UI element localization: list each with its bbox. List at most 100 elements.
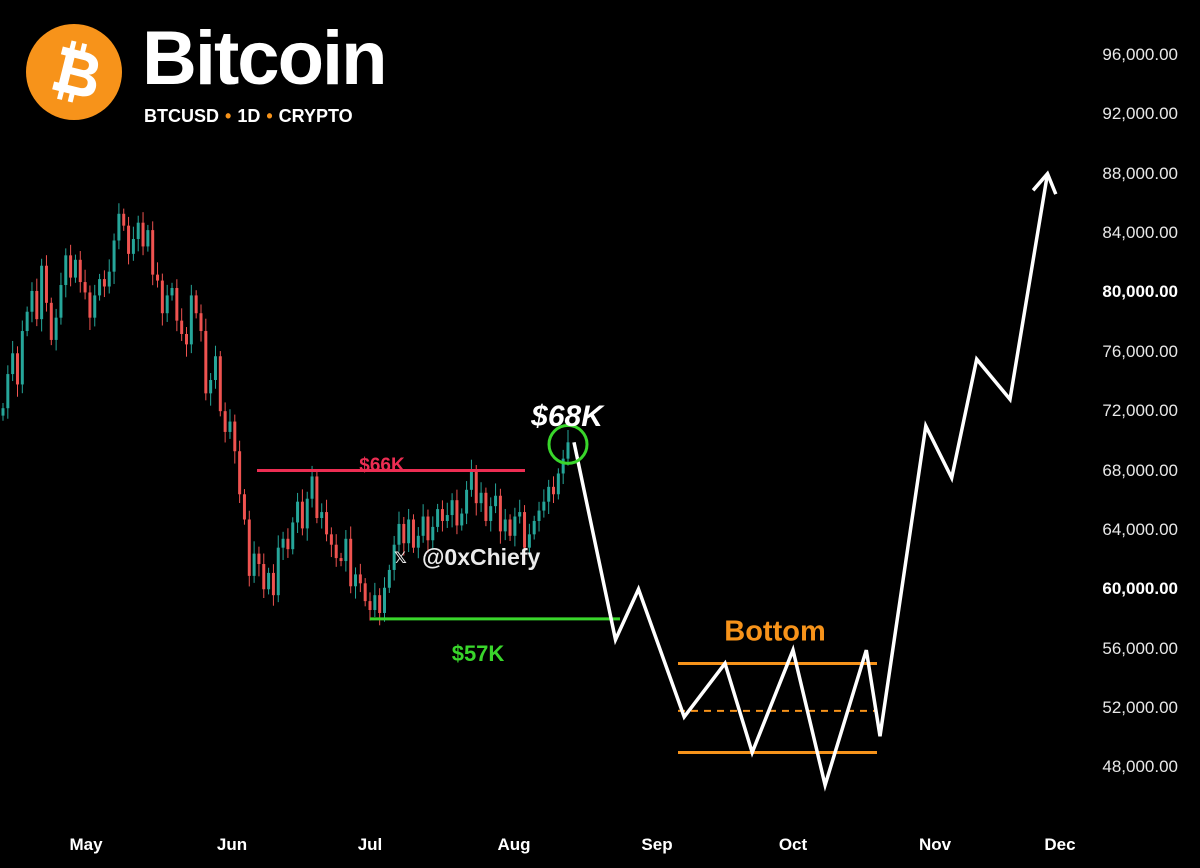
- y-tick-label: 64,000.00: [1102, 519, 1178, 539]
- candle-body: [484, 492, 488, 521]
- candle-body: [489, 506, 493, 521]
- candle-body: [344, 538, 348, 562]
- candle-body: [426, 516, 430, 541]
- candle-body: [368, 601, 372, 611]
- y-tick-label: 80,000.00: [1102, 282, 1178, 302]
- candle-body: [300, 501, 304, 529]
- candle-body: [329, 534, 333, 545]
- candle-body: [450, 500, 454, 516]
- candle-body: [315, 476, 319, 519]
- candle-body: [20, 331, 24, 385]
- candle-body: [440, 509, 444, 521]
- candle-body: [233, 421, 237, 452]
- candle-body: [257, 553, 261, 565]
- candle-body: [156, 274, 160, 281]
- candle-body: [213, 356, 217, 380]
- peak-circle: [547, 423, 589, 465]
- candle-body: [107, 271, 111, 287]
- candle-body: [49, 302, 53, 340]
- x-tick-label: Nov: [918, 835, 952, 854]
- candle-body: [35, 290, 39, 320]
- y-tick-label: 56,000.00: [1102, 638, 1178, 658]
- separator-dot-icon: •: [266, 106, 273, 126]
- candle-body: [83, 282, 87, 293]
- x-tick-label: Jul: [357, 835, 383, 854]
- candle-body: [69, 255, 73, 278]
- candle-body: [151, 230, 155, 275]
- candle-body: [513, 516, 517, 536]
- candle-body: [165, 295, 169, 314]
- candle-body: [349, 538, 353, 587]
- y-tick-label: 96,000.00: [1102, 45, 1178, 64]
- candle-body: [334, 544, 338, 559]
- x-tick-label: Jun: [216, 835, 248, 854]
- candle-body: [146, 230, 150, 247]
- candle-body: [141, 222, 145, 247]
- candle-body: [88, 292, 92, 318]
- candle-body: [228, 421, 232, 432]
- y-tick-label: 48,000.00: [1102, 757, 1178, 777]
- candle-body: [387, 569, 391, 588]
- candle-body: [397, 523, 401, 545]
- candle-body: [402, 523, 406, 544]
- candle-body: [455, 500, 459, 526]
- x-logo-icon: 𝕏: [394, 549, 407, 567]
- y-tick-label: 88,000.00: [1102, 163, 1178, 183]
- candle-body: [25, 311, 29, 332]
- candle-body: [40, 265, 44, 320]
- candle-body: [262, 564, 266, 590]
- market-label: CRYPTO: [278, 106, 353, 126]
- candle-body: [281, 538, 285, 548]
- candle-body: [320, 512, 324, 519]
- candle-body: [15, 353, 19, 385]
- candle-body: [189, 295, 193, 345]
- candle-body: [247, 519, 251, 576]
- x-tick-label: Dec: [1044, 835, 1076, 854]
- brand-title: Bitcoin: [142, 16, 388, 101]
- x-tick-label: May: [69, 835, 103, 854]
- candle-body: [358, 574, 362, 584]
- candle-body: [325, 512, 329, 535]
- candle-body: [93, 295, 97, 318]
- candle-body: [286, 538, 290, 550]
- y-tick-label: 92,000.00: [1102, 104, 1178, 124]
- candle-body: [271, 572, 275, 596]
- candle-body: [421, 516, 425, 536]
- candle-body: [508, 519, 512, 536]
- candle-body: [180, 320, 184, 334]
- candle-body: [267, 572, 271, 590]
- candle-body: [73, 259, 77, 278]
- candle-body: [117, 213, 121, 241]
- candle-body: [310, 476, 314, 499]
- candle-body: [64, 255, 68, 286]
- candle-body: [136, 222, 140, 240]
- candle-body: [392, 544, 396, 570]
- watermark-handle: @0xChiefy: [422, 544, 541, 570]
- candle-body: [296, 501, 300, 523]
- y-tick-label: 84,000.00: [1102, 223, 1178, 243]
- bitcoin-logo-icon: [26, 24, 122, 120]
- x-tick-label: Oct: [778, 835, 808, 854]
- candle-body: [218, 356, 222, 412]
- watermark: 𝕏 @0xChiefy: [394, 544, 540, 574]
- candle-body: [566, 442, 570, 459]
- candle-body: [552, 486, 556, 495]
- candle-body: [460, 513, 464, 526]
- candle-body: [445, 515, 449, 521]
- y-tick-label: 68,000.00: [1102, 460, 1178, 480]
- candle-body: [561, 458, 565, 474]
- candle-body: [378, 595, 382, 613]
- candle-body: [78, 259, 82, 283]
- resistance-label: $66K: [359, 455, 405, 476]
- candle-body: [431, 526, 435, 541]
- candle-body: [556, 473, 560, 495]
- candle-body: [204, 331, 208, 394]
- candle-body: [363, 583, 367, 602]
- candle-body: [382, 587, 386, 613]
- candle-body: [465, 489, 469, 514]
- candle-body: [276, 547, 280, 596]
- candle-body: [411, 519, 415, 548]
- candle-body: [291, 522, 295, 550]
- candle-body: [503, 519, 507, 532]
